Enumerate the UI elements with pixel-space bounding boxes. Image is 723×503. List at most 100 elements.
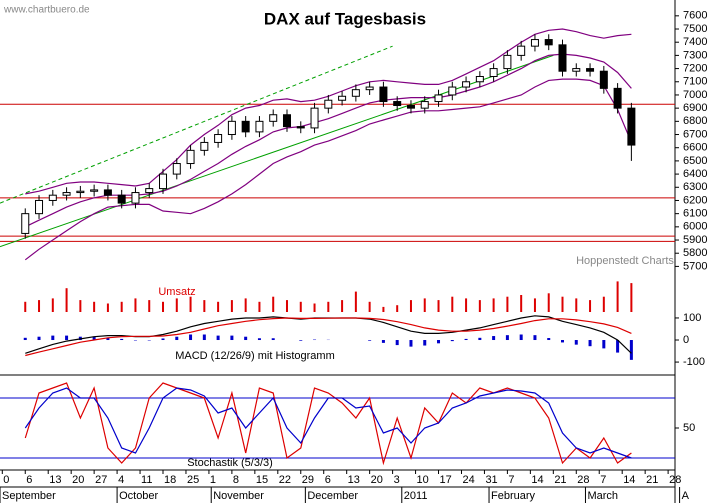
candle-body	[186, 149, 195, 165]
x-tick-label: 14	[531, 474, 543, 486]
y-tick-label: 50	[683, 422, 695, 434]
y-tick-label: 6400	[683, 168, 707, 180]
histogram-bar	[244, 336, 248, 341]
volume-bar	[162, 301, 165, 312]
volume-bar	[575, 298, 578, 312]
volume-bar	[230, 300, 233, 312]
x-tick-label: 24	[462, 474, 474, 486]
volume-bar	[217, 301, 220, 312]
x-tick-label: 20	[72, 474, 84, 486]
month-label: December	[307, 490, 358, 502]
candle-body	[131, 192, 140, 204]
histogram-bar	[533, 335, 537, 341]
trend-line	[0, 54, 554, 248]
candle-body	[35, 199, 44, 215]
histogram-bar	[409, 340, 413, 347]
histogram-bar	[423, 340, 427, 346]
y-tick-label: 6700	[683, 128, 707, 140]
histogram-bar	[230, 335, 234, 341]
x-tick-label: 27	[95, 474, 107, 486]
candle-body	[365, 86, 374, 91]
candle-body	[448, 86, 457, 96]
histogram-bar	[561, 340, 564, 343]
candle-body	[159, 173, 168, 190]
series-line	[24, 78, 632, 261]
y-tick-label: 7400	[683, 36, 707, 48]
histogram-bar	[92, 336, 96, 341]
x-tick-label: 10	[417, 474, 429, 486]
x-tick-label: 13	[49, 474, 61, 486]
histogram-bar	[492, 336, 496, 341]
candle-body	[241, 120, 250, 133]
volume-bar	[547, 293, 550, 312]
histogram-bar	[23, 337, 27, 341]
candle-body	[544, 39, 553, 46]
y-tick-label: 0	[683, 334, 689, 346]
volume-bar	[396, 305, 399, 312]
x-tick-label: 7	[508, 474, 514, 486]
volume-bar	[258, 301, 261, 312]
histogram-bar	[175, 336, 179, 341]
x-tick-label: 29	[302, 474, 314, 486]
series-line	[25, 317, 632, 357]
histogram-bar	[161, 338, 165, 341]
series-line	[24, 387, 632, 459]
candle-body	[462, 81, 471, 88]
y-tick-label: 7000	[683, 89, 707, 101]
candle-body	[227, 120, 236, 136]
candle-body	[503, 54, 512, 70]
histogram-bar	[65, 335, 69, 341]
volume-bar	[409, 300, 412, 312]
histogram-bar	[257, 338, 261, 341]
volume-bar	[285, 300, 288, 312]
month-label: 2011	[404, 490, 428, 502]
candle-body	[406, 105, 415, 109]
volume-bar	[451, 296, 454, 312]
candle-body	[627, 107, 636, 146]
candle-body	[103, 189, 112, 196]
volume-bar	[299, 301, 302, 312]
volume-bar	[478, 300, 481, 312]
y-tick-label: 6000	[683, 221, 707, 233]
panel-title: Umsatz	[158, 286, 195, 298]
month-label: March	[587, 490, 618, 502]
volume-bar	[492, 298, 495, 312]
candle-body	[21, 213, 30, 234]
candle-body	[530, 39, 539, 47]
histogram-bar	[37, 336, 41, 341]
histogram-bar	[368, 340, 372, 341]
histogram-bar	[120, 338, 124, 341]
volume-bar	[327, 301, 330, 312]
candle-body	[296, 126, 305, 129]
volume-bar	[616, 281, 619, 312]
histogram-bar	[271, 338, 275, 341]
histogram-bar	[189, 334, 193, 341]
month-label: September	[2, 490, 56, 502]
x-tick-label: 6	[26, 474, 32, 486]
histogram-bar	[602, 340, 606, 349]
histogram-bar	[437, 340, 441, 344]
y-tick-label: -100	[683, 356, 705, 368]
histogram-bar	[106, 337, 110, 341]
volume-bar	[175, 298, 178, 312]
volume-bar	[93, 301, 96, 312]
candle-body	[117, 194, 126, 204]
volume-bar	[65, 288, 68, 312]
candle-body	[145, 188, 154, 194]
y-tick-label: 6900	[683, 102, 707, 114]
volume-bar	[120, 301, 123, 312]
y-tick-label: 6100	[683, 208, 707, 220]
volume-bar	[382, 306, 385, 312]
histogram-bar	[588, 340, 592, 347]
histogram-bar	[478, 337, 482, 341]
source: Hoppenstedt Charts	[576, 255, 674, 267]
y-tick-label: 6200	[683, 194, 707, 206]
x-tick-label: 21	[646, 474, 658, 486]
x-tick-label: 18	[164, 474, 176, 486]
histogram-bar	[547, 338, 551, 341]
volume-bar	[368, 301, 371, 312]
y-tick-label: 7100	[683, 76, 707, 88]
candle-body	[599, 70, 608, 89]
volume-bar	[244, 298, 247, 312]
y-tick-label: 5900	[683, 234, 707, 246]
